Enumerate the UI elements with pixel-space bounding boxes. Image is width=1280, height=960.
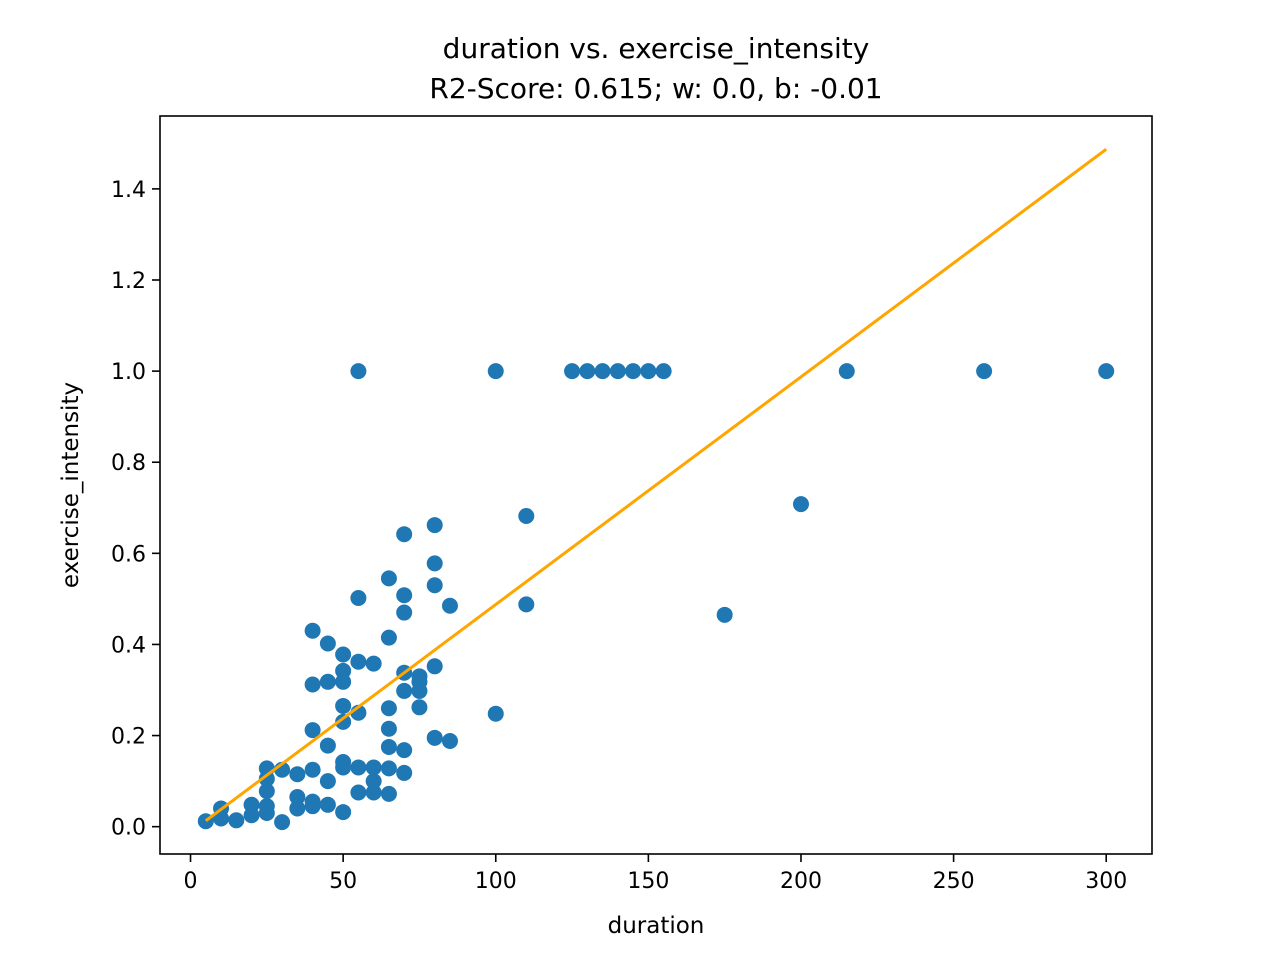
regression-line: [204, 148, 1108, 822]
data-point: [487, 705, 504, 722]
x-tick-label: 100: [475, 869, 517, 894]
data-point: [335, 697, 352, 714]
data-point: [441, 733, 458, 750]
data-point: [655, 363, 672, 380]
data-point: [335, 804, 352, 821]
data-point: [274, 814, 291, 831]
data-point: [396, 526, 413, 543]
data-point: [350, 653, 367, 670]
data-point: [365, 773, 382, 790]
data-point: [304, 622, 321, 639]
x-axis-ticks: 0 50 100 150 200 250 300: [184, 854, 1127, 894]
data-point: [976, 363, 993, 380]
data-point: [380, 785, 397, 802]
data-point: [319, 773, 336, 790]
data-point: [304, 722, 321, 739]
data-point: [258, 805, 275, 821]
data-point: [426, 555, 443, 572]
data-point: [426, 729, 443, 746]
data-point: [289, 789, 306, 806]
y-tick-label: 0.8: [111, 451, 146, 476]
data-point: [335, 673, 352, 690]
data-point: [838, 363, 855, 380]
x-tick-label: 300: [1085, 869, 1127, 894]
y-tick-label: 0.4: [111, 633, 146, 658]
y-tick-label: 1.0: [111, 360, 146, 385]
data-point: [396, 587, 413, 604]
data-point: [319, 796, 336, 813]
data-point: [304, 676, 321, 693]
chart-title: duration vs. exercise_intensity: [443, 32, 870, 65]
y-axis-ticks: 0.0 0.2 0.4 0.6 0.8 1.0 1.2 1.4: [111, 178, 160, 841]
data-point: [289, 800, 306, 817]
data-point: [350, 784, 367, 801]
data-point: [426, 658, 443, 675]
data-point: [518, 507, 535, 524]
data-point: [716, 606, 733, 623]
y-tick-label: 0.6: [111, 542, 146, 567]
x-tick-label: 0: [184, 869, 198, 894]
x-tick-label: 50: [329, 869, 357, 894]
data-point: [289, 766, 306, 783]
data-point: [380, 570, 397, 587]
data-point: [335, 759, 352, 776]
data-point: [335, 713, 352, 730]
data-point: [411, 682, 428, 699]
data-point: [396, 604, 413, 621]
data-point: [304, 761, 321, 778]
x-axis-label: duration: [608, 913, 705, 939]
data-point: [350, 759, 367, 776]
data-point: [365, 784, 382, 801]
data-point: [411, 699, 428, 716]
data-point: [380, 700, 397, 717]
data-point: [304, 798, 321, 815]
data-point: [258, 770, 275, 787]
data-point: [380, 629, 397, 646]
data-point: [350, 589, 367, 606]
x-tick-label: 150: [627, 869, 669, 894]
data-point: [365, 759, 382, 776]
data-point: [487, 363, 504, 380]
data-point: [350, 363, 367, 380]
data-point: [213, 810, 230, 827]
data-point: [1098, 363, 1115, 380]
data-point: [594, 363, 611, 380]
data-point: [380, 738, 397, 755]
data-point: [319, 737, 336, 754]
data-point: [243, 807, 260, 824]
x-tick-label: 200: [780, 869, 822, 894]
plot-area: [197, 148, 1115, 831]
data-point: [609, 363, 626, 380]
data-point: [625, 363, 642, 380]
y-axis-label: exercise_intensity: [58, 382, 84, 588]
y-tick-label: 0.0: [111, 816, 146, 841]
y-tick-label: 0.2: [111, 725, 146, 750]
data-point: [228, 812, 245, 829]
data-point: [380, 760, 397, 777]
chart-subtitle: R2-Score: 0.615; w: 0.0, b: -0.01: [429, 72, 882, 105]
data-point: [396, 682, 413, 699]
data-point: [396, 764, 413, 781]
data-point: [792, 496, 809, 513]
data-point: [319, 673, 336, 690]
data-point: [365, 655, 382, 672]
plot-frame: [159, 115, 1153, 855]
data-point: [335, 662, 352, 679]
data-point: [426, 577, 443, 594]
data-point: [579, 363, 596, 380]
data-point: [380, 720, 397, 737]
data-point: [319, 635, 336, 652]
data-point: [640, 363, 657, 380]
x-tick-label: 250: [933, 869, 975, 894]
data-point: [518, 596, 535, 613]
data-point: [441, 597, 458, 614]
y-tick-label: 1.2: [111, 269, 146, 294]
data-point: [258, 783, 275, 800]
data-point: [335, 646, 352, 663]
data-point: [564, 363, 581, 380]
data-point: [396, 742, 413, 759]
data-point: [426, 517, 443, 534]
y-tick-label: 1.4: [111, 178, 146, 203]
